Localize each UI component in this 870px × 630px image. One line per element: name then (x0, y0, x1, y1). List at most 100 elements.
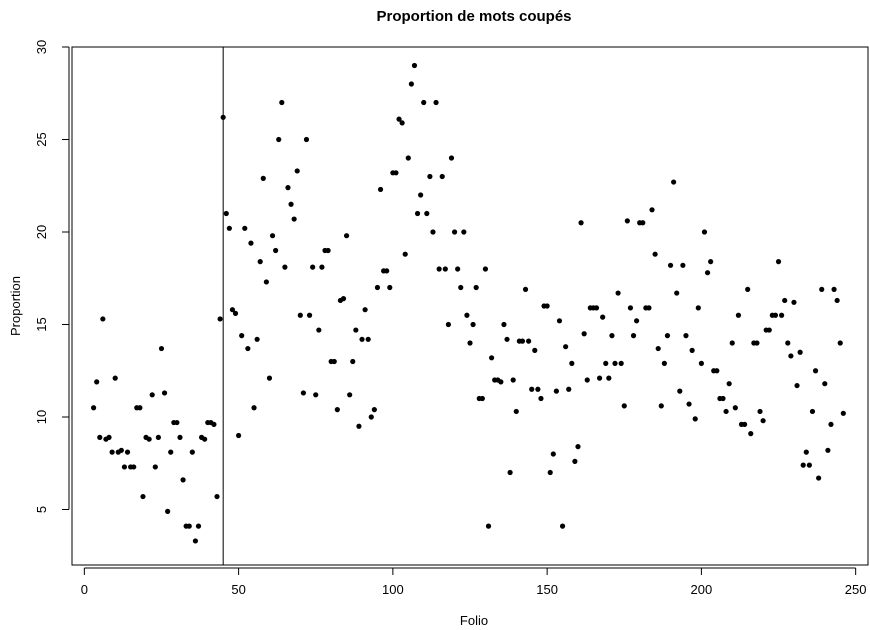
data-point (334, 407, 340, 413)
data-point (612, 360, 618, 366)
data-point (782, 297, 788, 304)
data-point (544, 303, 550, 309)
data-point (282, 264, 288, 270)
data-point (137, 405, 143, 411)
data-point (467, 340, 473, 346)
data-point (732, 405, 738, 411)
data-point (772, 312, 779, 318)
data-point (146, 436, 152, 442)
data-point (800, 462, 806, 468)
data-point (223, 210, 229, 217)
data-point (421, 99, 427, 106)
data-point (112, 375, 118, 381)
data-point (254, 336, 260, 342)
data-point (260, 175, 266, 181)
y-tick-label: 30 (34, 40, 49, 54)
data-point (439, 173, 445, 180)
data-point (226, 225, 232, 231)
data-point (424, 210, 430, 217)
data-point (779, 312, 785, 318)
data-point (566, 386, 572, 392)
data-point (242, 225, 248, 231)
data-point (121, 464, 128, 470)
data-point (559, 523, 566, 529)
data-point (251, 405, 257, 411)
data-point (584, 377, 590, 383)
y-axis: 5 10 15 20 25 30 (34, 40, 70, 513)
data-point (291, 216, 297, 222)
data-point (464, 312, 470, 318)
data-point (726, 381, 732, 387)
y-tick-label: 15 (34, 317, 49, 331)
data-point (202, 436, 208, 442)
data-point (442, 266, 448, 272)
data-point (411, 62, 418, 69)
data-point (714, 368, 720, 374)
data-point (174, 419, 180, 426)
data-point (677, 388, 683, 394)
data-point (168, 449, 174, 455)
data-point (664, 333, 671, 339)
data-point (155, 434, 161, 440)
data-point (593, 305, 600, 311)
data-point (161, 390, 168, 396)
data-point (485, 523, 492, 529)
data-point (297, 312, 303, 318)
data-point (640, 220, 646, 226)
data-point (532, 347, 538, 353)
data-point (655, 345, 661, 352)
data-point (692, 416, 698, 422)
data-point (575, 444, 581, 450)
data-point (729, 340, 735, 346)
data-point (775, 259, 782, 265)
data-point (624, 218, 630, 224)
data-point (535, 386, 541, 392)
data-point (343, 233, 350, 239)
data-point (106, 434, 112, 440)
data-point (368, 414, 374, 420)
data-point (418, 192, 424, 198)
data-point (285, 185, 291, 191)
data-point (547, 469, 553, 476)
data-point (735, 312, 742, 318)
data-point (263, 279, 269, 285)
x-tick-label: 150 (536, 582, 558, 597)
data-point (279, 99, 285, 106)
data-point (794, 382, 800, 389)
data-point (837, 340, 843, 346)
data-point (313, 392, 319, 398)
data-point (445, 321, 452, 328)
data-point (94, 379, 100, 385)
data-point (840, 410, 846, 416)
data-point (825, 447, 831, 453)
data-point (603, 360, 609, 366)
data-point (831, 286, 837, 292)
data-point (220, 114, 226, 120)
data-point (356, 423, 362, 429)
data-point (399, 120, 405, 126)
data-point (269, 233, 276, 239)
data-point (741, 421, 748, 427)
data-point (436, 266, 442, 272)
x-tick-label: 0 (81, 582, 88, 597)
data-point (149, 392, 155, 398)
data-point (97, 434, 103, 440)
data-point (806, 462, 812, 468)
data-point (658, 403, 664, 409)
data-point (803, 449, 809, 455)
data-point (393, 170, 399, 176)
data-point (310, 264, 316, 270)
data-point (618, 360, 624, 366)
data-point (353, 327, 359, 333)
data-point (377, 186, 384, 193)
data-point (791, 299, 797, 305)
plot-frame (71, 46, 869, 566)
data-point (229, 307, 236, 313)
data-point (451, 229, 458, 235)
data-point (615, 290, 621, 296)
data-point (192, 538, 199, 544)
data-point (396, 116, 402, 122)
data-point (538, 395, 544, 402)
data-point (812, 368, 819, 374)
data-point (785, 340, 791, 346)
